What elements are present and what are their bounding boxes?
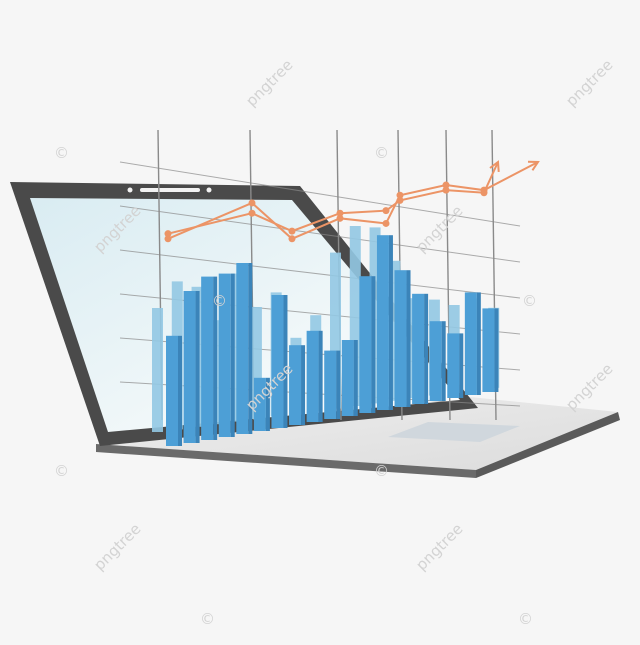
watermark-copyright: ©	[54, 144, 69, 162]
chart-bar-front	[324, 350, 337, 419]
chart-bar-front	[412, 293, 425, 404]
chart-bar-front	[376, 235, 389, 410]
chart-bar-side	[195, 291, 200, 443]
chart-bar-side	[494, 308, 499, 392]
laptop-camera-right	[206, 187, 212, 193]
chart-bar-side	[406, 270, 411, 407]
touchpad	[388, 422, 520, 442]
chart-bar-side	[213, 276, 218, 440]
laptop-camera-left	[127, 187, 133, 193]
trend-point	[442, 186, 450, 194]
chart-bar-front	[236, 263, 249, 434]
chart-bar-side	[248, 263, 253, 434]
chart-bar-front	[166, 335, 178, 446]
trend-point	[442, 181, 450, 189]
laptop-speaker-slot	[140, 188, 200, 192]
chart-bar-front	[253, 377, 266, 431]
trend-point	[164, 235, 172, 243]
laptop-base-edge	[96, 444, 476, 478]
watermark-copyright: ©	[212, 292, 227, 310]
grid-line-horizontal	[119, 205, 521, 263]
bars-front-row	[166, 235, 499, 446]
chart-bar-back	[250, 307, 262, 419]
chart-bar-side	[265, 377, 270, 431]
chart-bar-back	[330, 252, 341, 409]
watermark-copyright: ©	[374, 462, 389, 480]
chart-bar-front	[341, 340, 354, 416]
trend-point	[382, 207, 390, 215]
chart-bar-front	[359, 276, 372, 413]
trend-point	[164, 230, 172, 238]
trend-point	[396, 191, 404, 199]
chart-bar-side	[424, 293, 429, 404]
chart-bar-side	[230, 273, 235, 437]
chart-bar-front	[218, 273, 231, 437]
chart-bar-side	[178, 335, 182, 446]
trend-point	[248, 209, 256, 217]
trend-point	[336, 214, 344, 222]
chart-bar-side	[336, 350, 341, 419]
chart-bar-side	[459, 333, 464, 398]
trend-arrow-icon	[527, 160, 540, 171]
chart-bar-front	[447, 333, 460, 398]
trend-point	[382, 219, 390, 227]
chart-bar-back	[349, 226, 361, 406]
trend-point	[288, 235, 296, 243]
trend-arrow-icon	[489, 160, 500, 173]
chart-bar-side	[318, 330, 323, 422]
trend-point	[288, 227, 296, 235]
chart-bar-back	[152, 308, 163, 432]
chart-bar-front	[183, 291, 196, 443]
chart-bar-side	[301, 345, 306, 425]
trend-lines	[164, 160, 540, 243]
chart-bar-side	[371, 276, 376, 413]
laptop-base-top	[96, 396, 618, 470]
watermark-copyright: ©	[200, 610, 215, 628]
chart-bar-front	[289, 345, 302, 425]
grid-line-horizontal	[119, 161, 521, 227]
chart-bar-side	[283, 295, 288, 428]
grid-line-horizontal	[119, 249, 521, 299]
chart-bar-front	[464, 292, 477, 395]
watermark-copyright: ©	[518, 610, 533, 628]
chart-bar-front	[201, 276, 214, 440]
chart-bar-front	[394, 270, 407, 407]
chart-bar-front	[429, 321, 442, 401]
chart-bar-front	[271, 295, 284, 428]
trend-point	[336, 209, 344, 217]
trend-point	[248, 199, 256, 207]
watermark-copyright: ©	[54, 462, 69, 480]
chart-bar-side	[388, 235, 393, 410]
chart-bar-side	[476, 292, 481, 395]
trend-point	[480, 189, 488, 197]
chart-bar-side	[353, 340, 358, 416]
chart-bar-side	[441, 321, 446, 401]
trend-point	[396, 196, 404, 204]
watermark-copyright: ©	[374, 144, 389, 162]
watermark-copyright: ©	[522, 292, 537, 310]
chart-bar-front	[482, 308, 495, 392]
chart-bar-front	[306, 330, 319, 422]
laptop-base-side	[476, 412, 620, 478]
